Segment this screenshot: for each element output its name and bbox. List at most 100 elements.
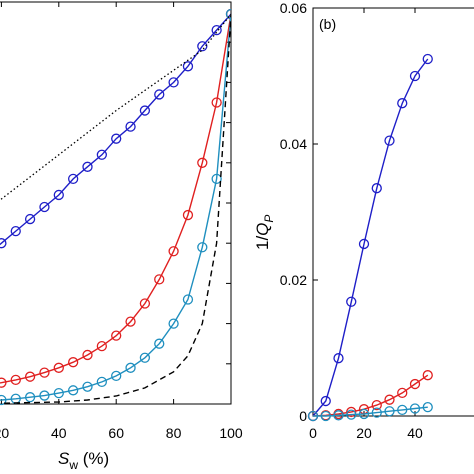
panel-a-series-3-point — [154, 338, 165, 349]
panel-b-series-1-point — [333, 353, 344, 364]
panel-a-series-2-point — [68, 357, 79, 368]
panel-b-series-2-point — [371, 399, 382, 411]
panel-a-series-2-point — [154, 274, 165, 285]
panel-a-series-1-point — [154, 89, 165, 100]
panel-b-series-3-point — [307, 410, 319, 422]
panel-a-series-3-point — [182, 294, 194, 305]
panel-b-series-2-point — [422, 370, 433, 381]
panel-b-series-1-point — [358, 238, 370, 250]
panel-b-y-tick-label: 0.06 — [280, 0, 307, 16]
panel-a-x-tick-label: 80 — [166, 425, 182, 441]
panel-b-series-1-point — [320, 395, 331, 407]
panel-a-series-3-point — [0, 394, 7, 406]
panel-a-x-tick-label: 20 — [0, 425, 9, 441]
panel-a-series-1-point — [10, 225, 21, 237]
panel-a-series-5-line — [0, 14, 231, 404]
panel-b-plot-area — [307, 53, 433, 422]
panel-a-x-tick-label: 100 — [219, 425, 243, 441]
panel-a-series-2-point — [182, 209, 194, 221]
panel-a-chart: 20 40 60 80 100 Sw (%) — [0, 1, 243, 472]
panel-a-series-3-point — [39, 390, 50, 401]
panel-a-x-label: Sw (%) — [58, 449, 109, 472]
panel-a-series-3-point — [82, 381, 93, 392]
panel-a-series-1-point — [197, 41, 208, 52]
panel-b-series-3-point — [358, 408, 370, 420]
panel-b-series-3-point — [333, 410, 344, 421]
panel-a-series-1-point — [68, 173, 79, 185]
panel-b-series-1-point — [397, 98, 408, 109]
panel-b-series-2-point — [397, 387, 408, 399]
panel-b-series-3-line — [313, 406, 428, 417]
panel-a-series-1-line — [0, 13, 231, 246]
panel-b-series-3-point — [397, 404, 408, 416]
panel-a-series-2-point — [39, 367, 50, 378]
panel-a-series-3-point — [211, 173, 222, 185]
panel-a-series-2-point — [197, 157, 208, 168]
panel-a-x-tick-label: 60 — [108, 425, 124, 441]
panel-a-series-2-point — [53, 362, 64, 373]
panel-b-series-3-point — [320, 410, 331, 422]
panel-b-series-1-point — [384, 135, 395, 146]
panel-b-series-3-point — [371, 407, 382, 418]
panel-a-series-3-point — [68, 385, 79, 396]
panel-a-series-1-point — [168, 77, 179, 88]
panel-a-x-tick-label: 40 — [51, 425, 67, 441]
panel-a-series-3-point — [197, 242, 208, 253]
panel-a-series-3-point — [111, 370, 122, 382]
panel-b-x-tick-label: 0 — [309, 425, 317, 441]
panel-a-series-1-point — [82, 161, 93, 172]
panel-b-series-1-point — [371, 183, 382, 194]
panel-a-series-2-point — [111, 330, 122, 341]
panel-b-series-3-point — [409, 403, 421, 414]
panel-b-series-3-point — [422, 402, 433, 413]
panel-a-frame — [0, 1, 232, 405]
panel-b-series-3-point — [346, 409, 357, 420]
panel-a-series-3-point — [53, 387, 64, 399]
panel-a-series-2-point — [24, 371, 36, 382]
panel-b-series-1-line — [312, 58, 429, 417]
panel-a-series-2-point — [96, 340, 107, 352]
panel-b-chart: 0 0.02 0.04 0.06 0 20 40 (b) 1/QP — [253, 0, 474, 441]
panel-b-series-1-point — [422, 53, 433, 65]
panel-b-y-tick-label: 0.04 — [280, 136, 307, 152]
panel-a-series-1-point — [96, 149, 107, 160]
panel-b-x-tick-label: 40 — [407, 425, 423, 441]
panel-b-x-tick-label: 20 — [356, 425, 372, 441]
panel-a-series-2-point — [82, 349, 93, 361]
panel-a-series-3-line — [0, 14, 231, 401]
panel-a-series-1-point — [0, 238, 7, 249]
panel-a-series-1-point — [125, 121, 136, 132]
panel-b-series-2-point — [346, 406, 357, 418]
panel-a-series-2-point — [211, 97, 222, 108]
panel-b-series-3-point — [384, 406, 395, 417]
panel-b-y-tick-label: 0 — [299, 408, 307, 424]
panel-a-series-1-point — [182, 61, 194, 72]
panel-a-series-2-point — [125, 316, 136, 327]
panel-b-series-2-point — [384, 394, 395, 405]
panel-a-series-4-line — [0, 13, 231, 201]
panel-a-series-2-point — [168, 246, 179, 257]
panel-b-series-2-point — [409, 378, 421, 390]
panel-b-frame — [312, 7, 474, 417]
panel-a-series-3-point — [139, 352, 151, 363]
panel-b-y-label: 1/QP — [253, 215, 276, 250]
panel-b-y-tick-label: 0.02 — [280, 272, 307, 288]
panel-a-series-2-line — [0, 13, 231, 384]
panel-a-series-3-point — [24, 392, 36, 403]
panel-a-series-3-point — [96, 376, 107, 388]
panel-a-series-3-point — [168, 318, 179, 329]
panel-a-series-2-point — [139, 298, 151, 309]
panel-a-series-1-point — [24, 213, 36, 225]
panel-b-series-1-point — [346, 296, 357, 307]
panel-a-series-2-point — [0, 377, 7, 388]
panel-b-series-1-point — [409, 70, 421, 82]
panel-a-series-1-point — [211, 24, 222, 36]
panel-a-series-1-point — [53, 189, 64, 201]
panel-a-series-1-point — [139, 105, 151, 116]
panel-a-series-2-point — [10, 374, 21, 386]
panel-a-series-1-point — [39, 201, 50, 213]
panel-b-series-2-line — [312, 374, 429, 417]
panel-b-label: (b) — [319, 16, 336, 32]
panel-a-series-3-point — [225, 8, 231, 20]
